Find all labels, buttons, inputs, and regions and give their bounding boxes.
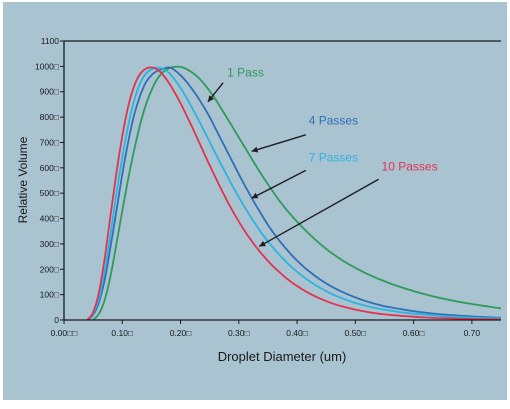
y-tick-label: 0 — [54, 315, 59, 325]
y-tick-label: 200□ — [40, 264, 59, 274]
ticks-layer: 0.00□□ 0.10□ 0.20□ 0.30□ 0.40□ 0.50□ 0.60□ 0.70… — [35, 36, 480, 338]
chart-panel — [3, 2, 507, 400]
series-label-7-passes: 7 Passes — [309, 150, 358, 164]
labels-layer: 1 Pass 4 Passes 7 Passes 10 Passes — [207, 66, 438, 248]
series-line-10-passes — [86, 66, 501, 320]
y-tick-label: 400□ — [40, 214, 59, 224]
annotation-arrow-10-passes — [258, 178, 379, 248]
x-tick-label: 0.50□ — [344, 328, 366, 338]
series-layer — [86, 65, 501, 320]
annotation-arrowhead-4-passes — [251, 146, 259, 153]
y-axis-label: Relative Volume — [16, 136, 30, 223]
x-tick-label: 0.10□ — [111, 328, 133, 338]
x-tick-label: 0.00□□ — [51, 328, 78, 338]
x-tick-label: 0.20□ — [170, 328, 192, 338]
series-line-4-passes — [86, 66, 501, 320]
y-tick-label: 800□ — [40, 112, 59, 122]
y-tick-label: 1100 — [41, 36, 60, 46]
annotation-arrow-4-passes — [251, 134, 307, 153]
annotation-arrowhead-7-passes — [251, 192, 259, 199]
y-tick-label: 100□ — [40, 290, 59, 300]
annotation-arrowhead-10-passes — [259, 240, 266, 247]
series-label-10-passes: 10 Passes — [382, 159, 438, 173]
series-line-7-passes — [86, 66, 501, 320]
annotation-arrow-7-passes — [251, 169, 307, 199]
x-axis-label: Droplet Diameter (um) — [218, 349, 347, 364]
axes-layer — [63, 40, 501, 321]
x-tick-label: 0.40□ — [286, 328, 308, 338]
y-tick-label: 600□ — [40, 163, 59, 173]
x-tick-label: 0.30□ — [228, 328, 250, 338]
y-tick-label: 1000□ — [35, 61, 59, 71]
x-tick-label: 0.60□ — [403, 328, 425, 338]
series-label-4-passes: 4 Passes — [309, 114, 358, 128]
y-tick-label: 900□ — [40, 87, 59, 97]
series-line-1-pass — [92, 65, 501, 320]
y-tick-label: 700□ — [40, 137, 59, 147]
annotation-arrowhead-1-pass — [207, 95, 214, 102]
series-label-1-pass: 1 Pass — [227, 66, 264, 80]
x-tick-label: 0.70 — [464, 328, 481, 338]
y-tick-label: 500□ — [40, 188, 59, 198]
y-tick-label: 300□ — [40, 239, 59, 249]
